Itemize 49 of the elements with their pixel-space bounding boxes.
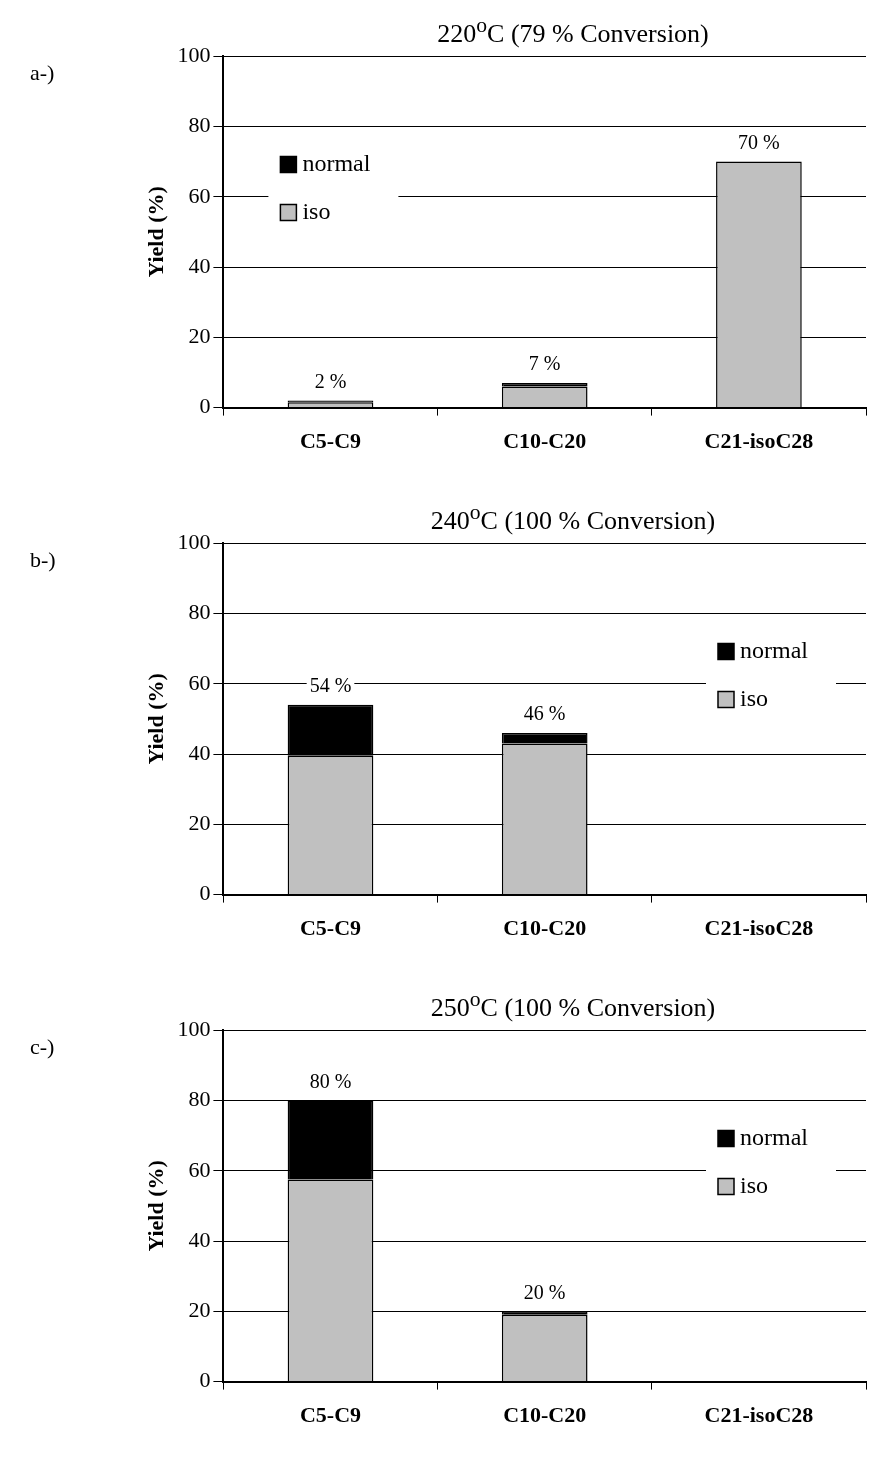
total-label: 80 %	[309, 1069, 352, 1092]
chart-title: 240$^{o}$C (100 % Conversion)	[429, 499, 717, 536]
x-tick-label: C21-isoC28	[704, 915, 814, 941]
x-tick-label: C10-C20	[503, 915, 587, 941]
y-tick-label: 40	[188, 252, 211, 278]
total-label: 46 %	[523, 702, 566, 725]
y-tick-label: 60	[188, 1156, 211, 1182]
y-axis-title: Yield (%)	[142, 186, 168, 278]
y-tick-label: 20	[188, 323, 211, 349]
legend-label: iso	[740, 1171, 769, 1198]
x-tick-label: C10-C20	[503, 1402, 587, 1428]
text: a-)	[30, 60, 55, 86]
x-tick-label: C21-isoC28	[704, 1402, 814, 1428]
y-tick-label: 20	[188, 1297, 211, 1323]
y-tick-label: 80	[188, 112, 211, 138]
y-axis-title: Yield (%)	[142, 673, 168, 765]
y-tick-label: 0	[199, 880, 211, 906]
legend-label: iso	[302, 197, 331, 224]
y-tick-label: 100	[177, 41, 211, 67]
x-tick-label: C5-C9	[299, 428, 362, 454]
text: b-)	[30, 547, 56, 573]
y-tick-label: 40	[188, 1226, 211, 1252]
y-tick-label: 0	[199, 393, 211, 419]
x-tick-label: C10-C20	[503, 428, 587, 454]
text: c-)	[30, 1034, 55, 1060]
y-tick-label: 100	[177, 1015, 211, 1041]
x-tick-label: C5-C9	[299, 1402, 362, 1428]
legend-label: normal	[740, 1123, 809, 1150]
chart-title: 220$^{o}$C (79 % Conversion)	[436, 12, 710, 49]
y-tick-label: 60	[188, 669, 211, 695]
x-tick-label: C5-C9	[299, 915, 362, 941]
chart-title: 250$^{o}$C (100 % Conversion)	[429, 986, 717, 1023]
total-label: 20 %	[523, 1280, 566, 1303]
y-tick-label: 60	[188, 182, 211, 208]
y-tick-label: 20	[188, 810, 211, 836]
y-tick-label: 80	[188, 599, 211, 625]
total-label: 70 %	[738, 130, 780, 153]
y-axis-title: Yield (%)	[142, 1160, 168, 1252]
legend-label: normal	[740, 636, 809, 663]
x-tick-label: C21-isoC28	[704, 428, 814, 454]
y-tick-label: 40	[188, 739, 211, 765]
y-tick-label: 0	[199, 1367, 211, 1393]
legend-label: normal	[302, 149, 371, 176]
total-label: 54 %	[309, 674, 352, 697]
legend-label: iso	[740, 684, 769, 711]
total-label: 7 %	[528, 352, 561, 375]
y-tick-label: 80	[188, 1086, 211, 1112]
total-label: 2 %	[314, 369, 347, 392]
y-tick-label: 100	[177, 528, 211, 554]
